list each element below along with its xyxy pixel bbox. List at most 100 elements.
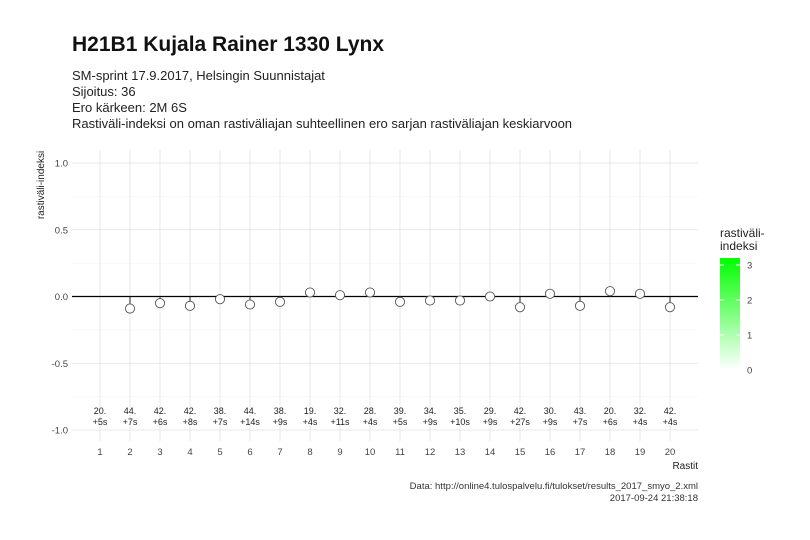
split-diff-label: +9s xyxy=(543,417,558,427)
x-tick-label: 20 xyxy=(665,447,676,458)
split-place-label: 20. xyxy=(94,406,107,416)
split-place-label: 29. xyxy=(484,406,497,416)
subtitle-placement: Sijoitus: 36 xyxy=(72,84,136,99)
split-diff-label: +4s xyxy=(663,417,678,427)
data-point xyxy=(574,300,586,311)
timestamp-caption: 2017-09-24 21:38:18 xyxy=(609,493,698,504)
x-axis-title: Rastit xyxy=(672,461,698,472)
data-point xyxy=(334,290,346,301)
split-place-label: 42. xyxy=(184,406,197,416)
split-place-label: 38. xyxy=(214,406,227,416)
split-place-label: 42. xyxy=(664,406,677,416)
subtitle-event: SM-sprint 17.9.2017, Helsingin Suunnista… xyxy=(72,68,325,83)
data-source-caption: Data: http://online4.tulospalvelu.fi/tul… xyxy=(409,481,698,492)
x-tick-label: 13 xyxy=(455,447,466,458)
y-tick-label: 0.5 xyxy=(55,225,68,236)
split-diff-label: +7s xyxy=(213,417,228,427)
x-tick-label: 18 xyxy=(605,447,616,458)
x-tick-label: 7 xyxy=(277,447,282,458)
split-place-label: 34. xyxy=(424,406,437,416)
x-tick-label: 11 xyxy=(395,447,405,458)
data-point xyxy=(424,295,436,306)
data-point xyxy=(664,302,676,313)
split-diff-label: +6s xyxy=(603,417,618,427)
x-tick-label: 6 xyxy=(247,447,252,458)
data-point xyxy=(634,288,646,299)
split-place-label: 32. xyxy=(334,406,347,416)
x-tick-label: 8 xyxy=(307,447,312,458)
legend-tick-label: 3 xyxy=(747,261,752,272)
data-point xyxy=(124,303,136,314)
split-place-label: 44. xyxy=(244,406,257,416)
x-tick-label: 19 xyxy=(635,447,646,458)
x-tick-label: 16 xyxy=(545,447,556,458)
split-place-label: 39. xyxy=(394,406,407,416)
x-tick-label: 12 xyxy=(425,447,436,458)
split-place-label: 38. xyxy=(274,406,287,416)
x-tick-label: 10 xyxy=(365,447,376,458)
y-tick-label: -1.0 xyxy=(52,426,68,437)
split-place-label: 44. xyxy=(124,406,137,416)
y-axis-title: rastiväli-indeksi xyxy=(36,151,47,219)
data-point xyxy=(484,291,496,302)
x-tick-label: 17 xyxy=(575,447,586,458)
data-point xyxy=(604,286,616,297)
split-diff-label: +6s xyxy=(153,417,168,427)
data-point xyxy=(154,298,166,309)
split-diff-label: +4s xyxy=(303,417,318,427)
subtitle-description: Rastiväli-indeksi on oman rastiväliajan … xyxy=(72,116,573,131)
data-point xyxy=(454,295,466,306)
data-point xyxy=(184,300,196,311)
split-place-label: 35. xyxy=(454,406,467,416)
split-diff-label: +4s xyxy=(363,417,378,427)
legend-title-line1: rastiväli- xyxy=(720,226,765,240)
split-diff-label: +11s xyxy=(330,417,350,427)
data-point xyxy=(364,287,376,298)
x-tick-label: 3 xyxy=(157,447,162,458)
x-tick-label: 14 xyxy=(485,447,496,458)
legend-tick-label: 2 xyxy=(747,296,752,307)
split-diff-label: +9s xyxy=(483,417,498,427)
split-place-label: 32. xyxy=(634,406,647,416)
x-tick-label: 1 xyxy=(97,447,102,458)
legend-title-line2: indeksi xyxy=(720,239,758,253)
split-place-label: 20. xyxy=(604,406,617,416)
split-diff-label: +4s xyxy=(633,417,648,427)
split-diff-label: +5s xyxy=(93,417,108,427)
x-tick-label: 15 xyxy=(515,447,526,458)
split-place-label: 42. xyxy=(514,406,527,416)
split-diff-label: +9s xyxy=(273,417,288,427)
data-point xyxy=(244,299,256,310)
x-tick-label: 5 xyxy=(217,447,222,458)
split-diff-label: +7s xyxy=(573,417,588,427)
legend-tick-label: 1 xyxy=(747,331,752,342)
split-place-label: 28. xyxy=(364,406,377,416)
legend-tick-label: 0 xyxy=(747,366,752,377)
split-place-label: 19. xyxy=(304,406,317,416)
split-diff-label: +9s xyxy=(423,417,438,427)
data-point xyxy=(394,296,406,307)
y-tick-label: 1.0 xyxy=(55,159,68,170)
legend-title: rastiväli- indeksi xyxy=(720,227,765,253)
legend-color-bar xyxy=(720,258,740,370)
x-tick-label: 4 xyxy=(187,447,192,458)
subtitle-gap: Ero kärkeen: 2M 6S xyxy=(72,100,187,115)
data-point xyxy=(304,287,316,298)
split-diff-label: +7s xyxy=(123,417,138,427)
split-place-label: 42. xyxy=(154,406,167,416)
split-diff-label: +10s xyxy=(450,417,470,427)
split-diff-label: +14s xyxy=(240,417,260,427)
split-place-label: 30. xyxy=(544,406,557,416)
data-point xyxy=(544,288,556,299)
x-tick-label: 2 xyxy=(127,447,132,458)
x-tick-label: 9 xyxy=(337,447,342,458)
y-tick-label: -0.5 xyxy=(52,359,68,370)
split-diff-label: +8s xyxy=(183,417,198,427)
y-tick-label: 0.0 xyxy=(55,292,68,303)
split-place-label: 43. xyxy=(574,406,587,416)
split-diff-label: +27s xyxy=(510,417,530,427)
data-point xyxy=(214,294,226,305)
data-point xyxy=(514,302,526,313)
data-point xyxy=(274,296,286,307)
